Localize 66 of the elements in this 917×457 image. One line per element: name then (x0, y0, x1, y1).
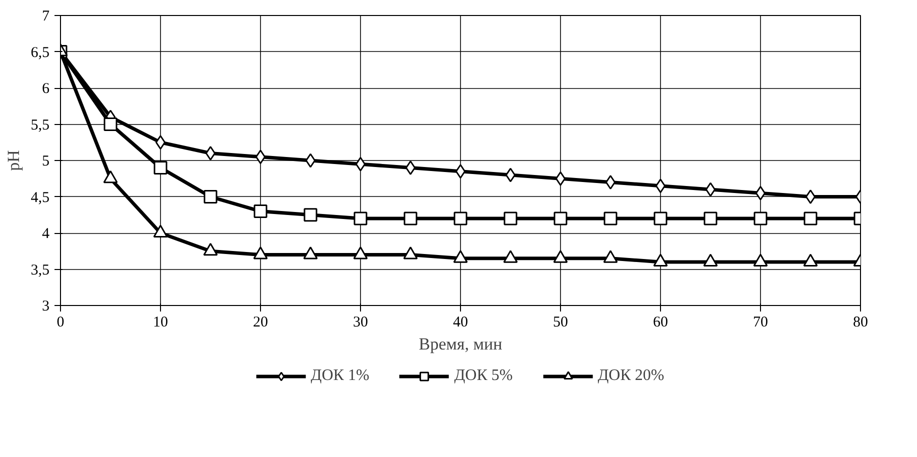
x-tick-label: 10 (153, 314, 168, 330)
point (504, 212, 518, 226)
x-tick-label: 30 (353, 314, 368, 330)
point (354, 212, 368, 226)
x-tick-label: 60 (653, 314, 668, 330)
point (203, 242, 218, 256)
point (305, 153, 316, 168)
y-tick-label: 5 (42, 154, 50, 170)
point (355, 156, 366, 172)
point (705, 182, 716, 197)
point (153, 224, 168, 238)
point (654, 212, 668, 226)
point (653, 254, 668, 267)
point (505, 168, 516, 182)
point (255, 150, 266, 164)
point (154, 161, 168, 174)
x-axis-title: Время, мин (418, 334, 502, 354)
point (804, 212, 818, 226)
point (704, 212, 718, 226)
x-tick-label: 80 (853, 314, 868, 330)
point (403, 246, 418, 260)
y-tick-label: 6 (42, 81, 50, 97)
legend-label: ДОК 1% (310, 367, 370, 385)
point (553, 250, 568, 263)
point (805, 190, 816, 204)
point (205, 146, 216, 160)
y-axis-title: pH (4, 150, 23, 171)
legend-label: ДОК 20% (598, 367, 664, 385)
point (703, 254, 718, 267)
point (603, 250, 618, 263)
y-tick-label: 3 (42, 298, 50, 314)
y-tick-label: 7 (42, 8, 50, 24)
y-tick-label: 3,5 (30, 262, 50, 278)
point (754, 212, 768, 226)
point (605, 175, 616, 190)
point (104, 118, 118, 131)
x-tick-label: 0 (56, 314, 64, 330)
point (304, 208, 318, 222)
point (555, 171, 566, 186)
x-tick-label: 70 (753, 314, 768, 330)
point (803, 254, 818, 267)
point (604, 212, 618, 226)
point (405, 160, 416, 175)
x-tick-label: 50 (553, 314, 568, 330)
point (655, 178, 666, 194)
point (155, 135, 166, 150)
y-tick-label: 4,5 (30, 190, 50, 206)
x-tick-label: 40 (453, 314, 468, 330)
point (254, 204, 268, 218)
point (755, 186, 766, 200)
point (454, 212, 468, 226)
point (554, 212, 568, 226)
point (455, 164, 466, 179)
point (453, 250, 468, 263)
point (253, 246, 268, 260)
point (303, 246, 318, 260)
point (503, 250, 518, 263)
y-tick-label: 6,5 (30, 44, 50, 61)
point (404, 212, 418, 226)
y-tick-label: 4 (42, 226, 50, 242)
x-tick-label: 20 (253, 314, 268, 330)
point (353, 246, 368, 260)
y-tick-label: 5,5 (30, 117, 50, 134)
point (753, 254, 768, 267)
point (204, 190, 218, 204)
legend-label: ДОК 5% (454, 367, 513, 385)
